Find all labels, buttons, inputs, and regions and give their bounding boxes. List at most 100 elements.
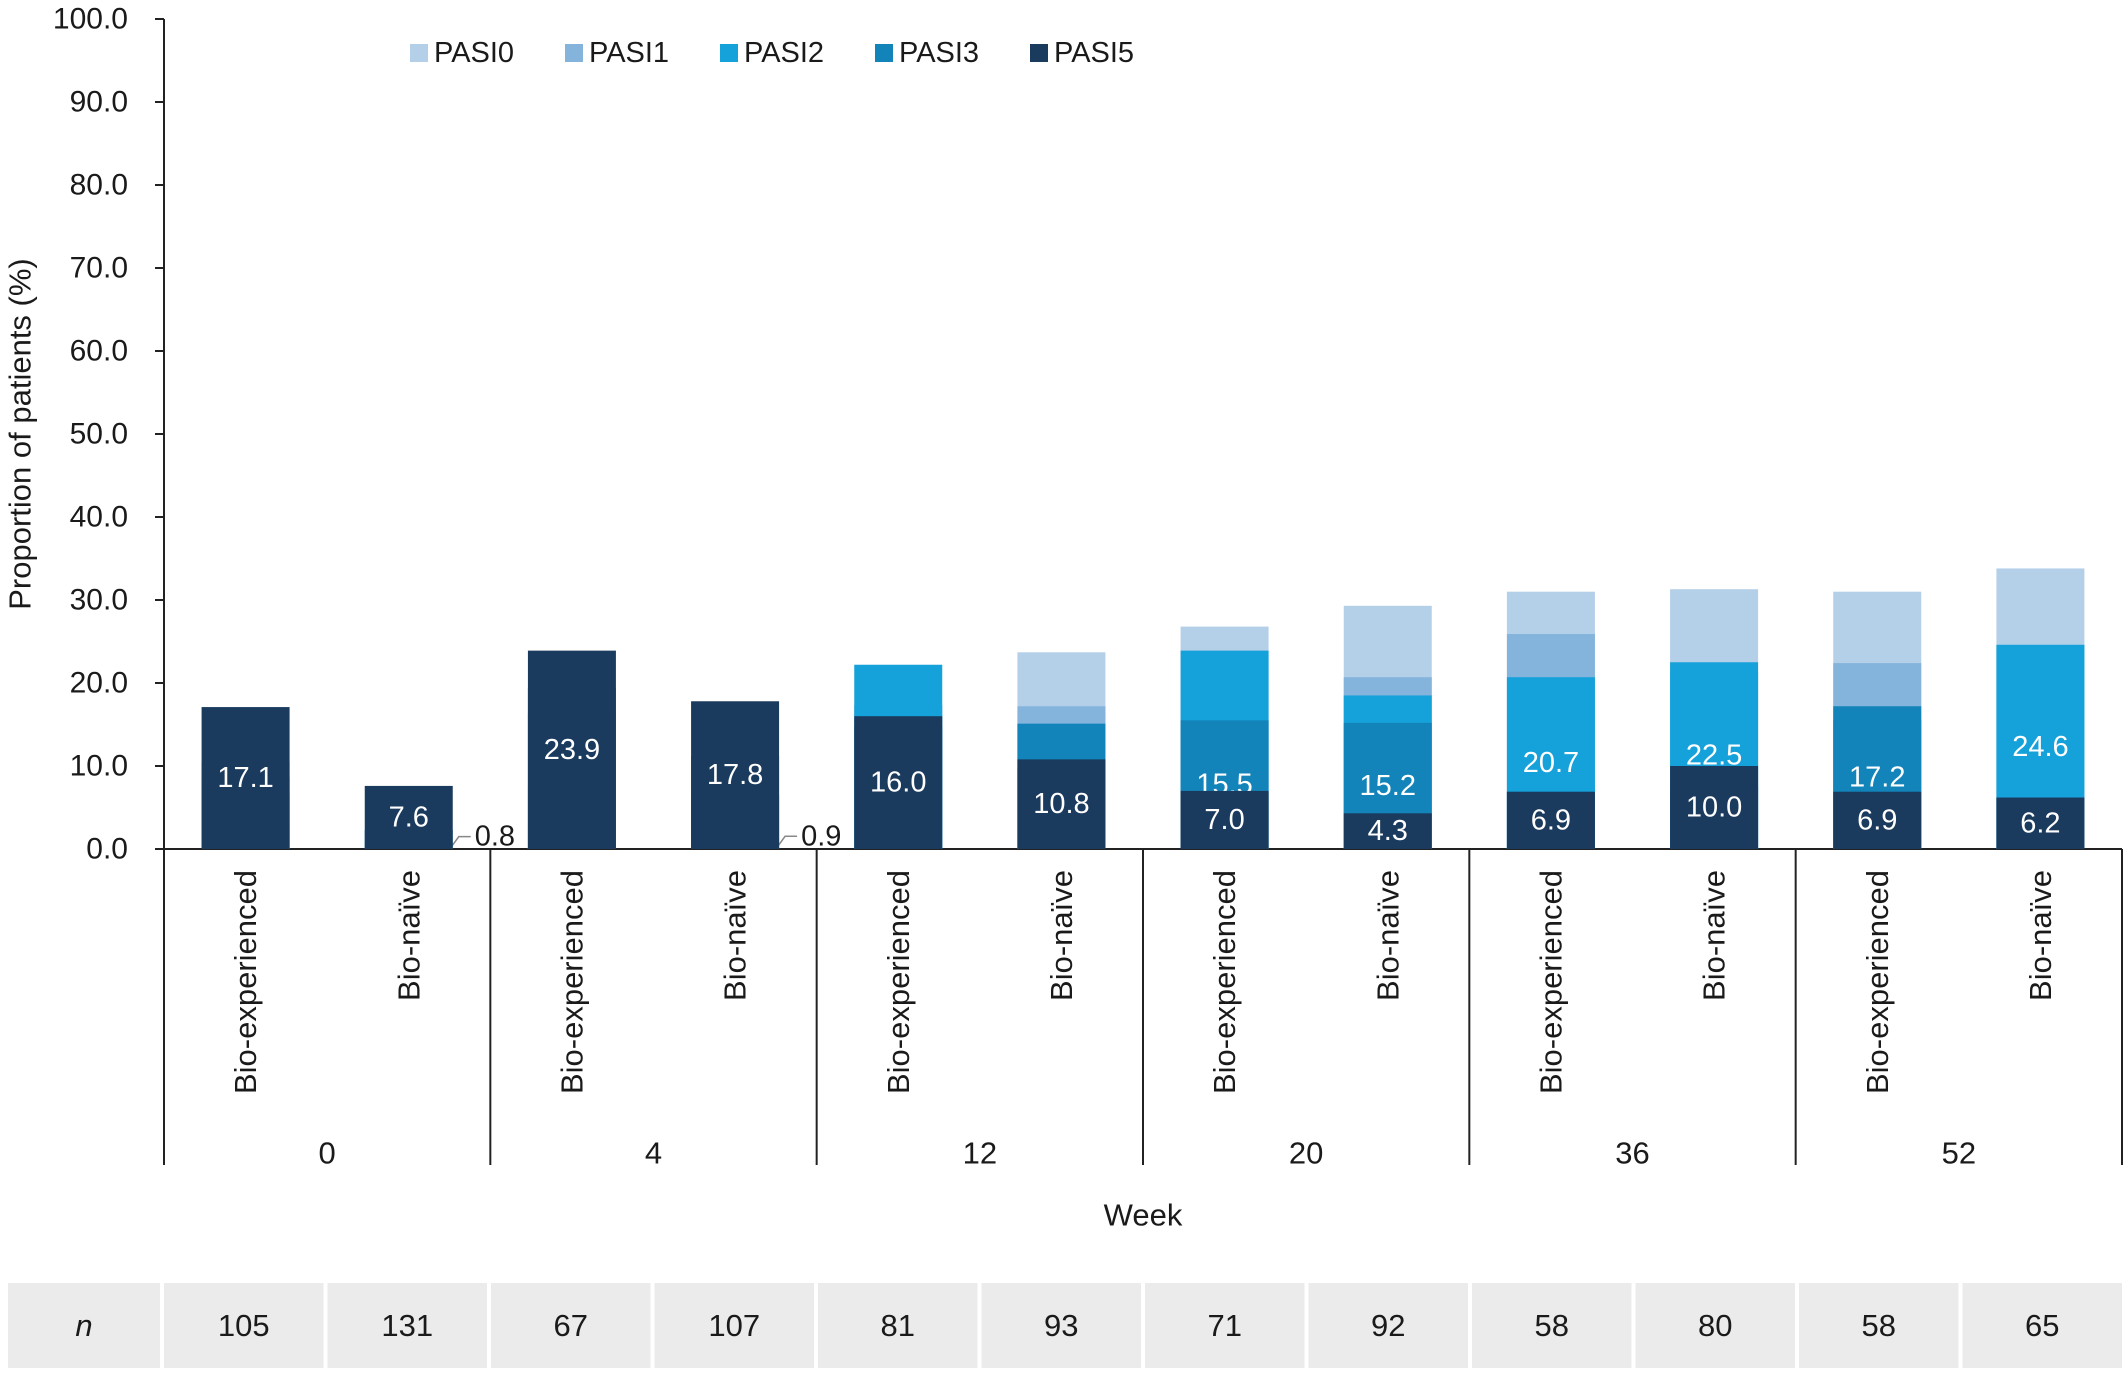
y-tick-label: 70.0 — [70, 252, 128, 285]
data-label: 7.6 — [389, 801, 429, 833]
data-label: 20.7 — [1523, 747, 1579, 779]
x-group-label: 52 — [1942, 1136, 1976, 1171]
data-label: 7.0 — [1204, 804, 1244, 836]
data-label: 24.6 — [2012, 731, 2068, 763]
legend-label: PASI0 — [434, 37, 514, 69]
n-table-cell — [654, 1283, 814, 1368]
y-axis-label: Proportion of patients (%) — [3, 258, 38, 610]
legend-swatch-pasi5 — [1030, 44, 1048, 62]
bar-segment-pasi5 — [854, 716, 943, 849]
data-label: 15.2 — [1360, 770, 1416, 802]
n-table-cell — [1308, 1283, 1468, 1368]
legend-label: PASI2 — [744, 37, 824, 69]
x-subcategory-label: Bio-experienced — [554, 870, 589, 1094]
n-table-value: 93 — [1044, 1308, 1078, 1343]
legend-swatch-pasi2 — [720, 44, 738, 62]
data-label: 17.2 — [1849, 762, 1905, 794]
y-tick-label: 20.0 — [70, 667, 128, 700]
y-tick-label: 60.0 — [70, 335, 128, 368]
x-subcategory-label: Bio-experienced — [1860, 870, 1895, 1094]
y-tick-label: 30.0 — [70, 584, 128, 617]
x-subcategory-label: Bio-experienced — [881, 870, 916, 1094]
n-table-cell — [327, 1283, 487, 1368]
n-table-cell — [1799, 1283, 1959, 1368]
data-label: 0.8 — [475, 821, 515, 853]
data-label-leader — [776, 835, 798, 848]
n-table-value: 105 — [218, 1308, 270, 1343]
data-label: 0.9 — [801, 820, 841, 852]
bar-segment-pasi5 — [1996, 797, 2085, 849]
x-group-label: 36 — [1615, 1136, 1649, 1171]
x-group-label: 12 — [963, 1136, 997, 1171]
x-subcategory-label: Bio-naïve — [1044, 870, 1079, 1001]
legend-label: PASI5 — [1054, 37, 1134, 69]
y-tick-label: 40.0 — [70, 501, 128, 534]
legend-swatch-pasi0 — [410, 44, 428, 62]
legend-swatch-pasi1 — [565, 44, 583, 62]
data-label: 16.0 — [870, 767, 926, 799]
bar-segment-pasi5 — [1180, 790, 1269, 849]
bar-segment-pasi5 — [1017, 759, 1106, 849]
n-table-value: 131 — [381, 1308, 433, 1343]
n-table-value: 58 — [1535, 1308, 1569, 1343]
x-group-label: 20 — [1289, 1136, 1323, 1171]
data-label-leader — [450, 835, 471, 849]
bar-segment-pasi5 — [1506, 791, 1595, 849]
data-label: 10.8 — [1033, 788, 1089, 820]
y-tick-label: 80.0 — [70, 169, 128, 202]
x-subcategory-label: Bio-naïve — [718, 870, 753, 1001]
legend-label: PASI1 — [589, 37, 669, 69]
y-tick-label: 0.0 — [86, 833, 128, 866]
n-table-value: 107 — [708, 1308, 760, 1343]
bar-segment-pasi5 — [1833, 791, 1922, 849]
y-tick-label: 50.0 — [70, 418, 128, 451]
data-label: 17.8 — [707, 759, 763, 791]
n-table-header-cell — [8, 1283, 160, 1368]
data-label: 6.9 — [1857, 804, 1897, 836]
legend-swatch-pasi3 — [875, 44, 893, 62]
legend-label: PASI3 — [899, 37, 979, 69]
data-label: 6.9 — [1531, 804, 1571, 836]
data-label: 17.1 — [217, 762, 273, 794]
x-subcategory-label: Bio-experienced — [1207, 870, 1242, 1094]
x-subcategory-label: Bio-naïve — [391, 870, 426, 1001]
n-table-cell — [1635, 1283, 1795, 1368]
data-label: 23.9 — [544, 734, 600, 766]
data-label: 4.3 — [1368, 815, 1408, 847]
n-table-cell — [818, 1283, 978, 1368]
y-tick-label: 10.0 — [70, 750, 128, 783]
n-table-value: 92 — [1371, 1308, 1405, 1343]
bar-segment-pasi5 — [691, 701, 780, 849]
bar-segment-pasi5 — [364, 785, 453, 849]
n-table-cell — [1145, 1283, 1305, 1368]
n-table-cell — [1962, 1283, 2122, 1368]
x-axis-label: Week — [1104, 1198, 1183, 1233]
x-subcategory-label: Bio-naïve — [2023, 870, 2058, 1001]
n-table-cell — [491, 1283, 651, 1368]
n-table-cell — [1472, 1283, 1632, 1368]
bar-segment-pasi5 — [201, 707, 290, 849]
n-table-value: 65 — [2025, 1308, 2059, 1343]
n-table-value: 58 — [1862, 1308, 1896, 1343]
x-subcategory-label: Bio-naïve — [1370, 870, 1405, 1001]
x-subcategory-label: Bio-naïve — [1697, 870, 1732, 1001]
bar-segment-pasi5 — [1670, 766, 1759, 849]
n-table-cell — [981, 1283, 1141, 1368]
n-table-label: n — [75, 1308, 92, 1343]
x-subcategory-label: Bio-experienced — [1533, 870, 1568, 1094]
x-group-label: 0 — [319, 1136, 336, 1171]
y-tick-label: 100.0 — [53, 3, 128, 36]
x-subcategory-label: Bio-experienced — [228, 870, 263, 1094]
y-tick-label: 90.0 — [70, 86, 128, 119]
n-table-value: 81 — [881, 1308, 915, 1343]
n-table-value: 67 — [554, 1308, 588, 1343]
bar-segment-pasi5 — [527, 650, 616, 849]
x-group-label: 4 — [645, 1136, 662, 1171]
n-table-value: 80 — [1698, 1308, 1732, 1343]
n-table-cell — [164, 1283, 324, 1368]
data-label: 10.0 — [1686, 792, 1742, 824]
n-table-value: 71 — [1208, 1308, 1242, 1343]
bar-segment-pasi5 — [1343, 813, 1432, 849]
